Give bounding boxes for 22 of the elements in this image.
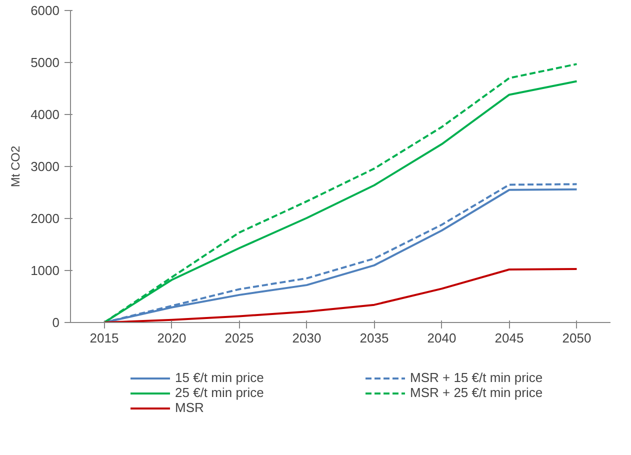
x-tick-label: 2015: [90, 330, 119, 346]
x-tick-label: 2030: [292, 330, 322, 346]
legend-label: 15 €/t min price: [175, 370, 265, 385]
x-tick-label: 2035: [360, 330, 389, 346]
y-tick-label: 6000: [30, 3, 60, 18]
y-tick-label: 4000: [30, 107, 60, 122]
y-tick-label: 3000: [30, 159, 60, 174]
legend-label: MSR: [175, 400, 205, 415]
x-tick-label: 2025: [224, 330, 254, 346]
x-tick-label: 2020: [157, 330, 186, 346]
line-series: [103, 268, 578, 322]
x-tick-label: 2045: [494, 330, 524, 346]
x-tick-label: 2050: [562, 330, 592, 346]
y-tick-label: 0: [52, 315, 60, 330]
legend-label: 25 €/t min price: [175, 385, 265, 400]
y-tick-label: 2000: [30, 211, 60, 226]
y-axis-title: Mt CO2: [8, 146, 23, 188]
legend-label: MSR + 25 €/t min price: [410, 385, 544, 400]
x-tick-label: 2040: [427, 330, 456, 346]
y-tick-label: 1000: [30, 263, 60, 278]
legend-label: MSR + 15 €/t min price: [410, 370, 544, 385]
y-tick-label: 5000: [30, 55, 60, 70]
